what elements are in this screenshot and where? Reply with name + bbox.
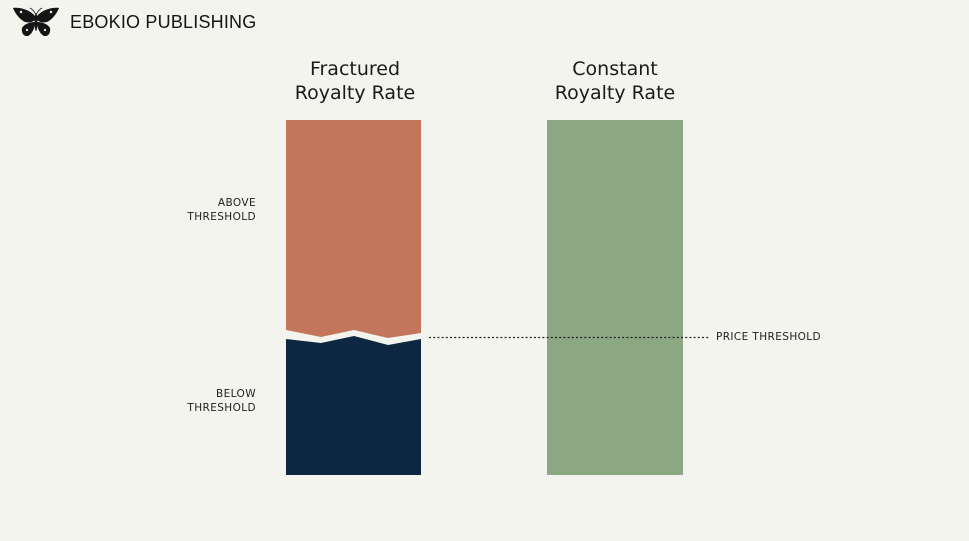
above-threshold-label: ABOVE THRESHOLD [187, 197, 256, 224]
price-threshold-label: PRICE THRESHOLD [716, 331, 822, 343]
constant-title-line1: Constant [572, 58, 658, 80]
above-label-line1: ABOVE [217, 197, 256, 209]
below-label-line2: THRESHOLD [187, 401, 256, 414]
fractured-rate-title: Fractured Royalty Rate [255, 57, 455, 105]
brand-name: EBOKIO PUBLISHING [70, 12, 257, 32]
below-threshold-label: BELOW THRESHOLD [187, 388, 256, 415]
below-threshold-block [286, 336, 421, 475]
constant-rate-title: Constant Royalty Rate [515, 57, 715, 105]
below-label-line1: BELOW [216, 388, 256, 400]
butterfly-icon [13, 7, 59, 37]
fractured-title-line1: Fractured [309, 58, 401, 80]
fractured-title-line2: Royalty Rate [294, 82, 416, 104]
constant-rate-bar [547, 120, 683, 475]
above-label-line2: THRESHOLD [187, 210, 256, 223]
constant-title-line2: Royalty Rate [554, 82, 676, 104]
above-threshold-block [286, 120, 421, 338]
